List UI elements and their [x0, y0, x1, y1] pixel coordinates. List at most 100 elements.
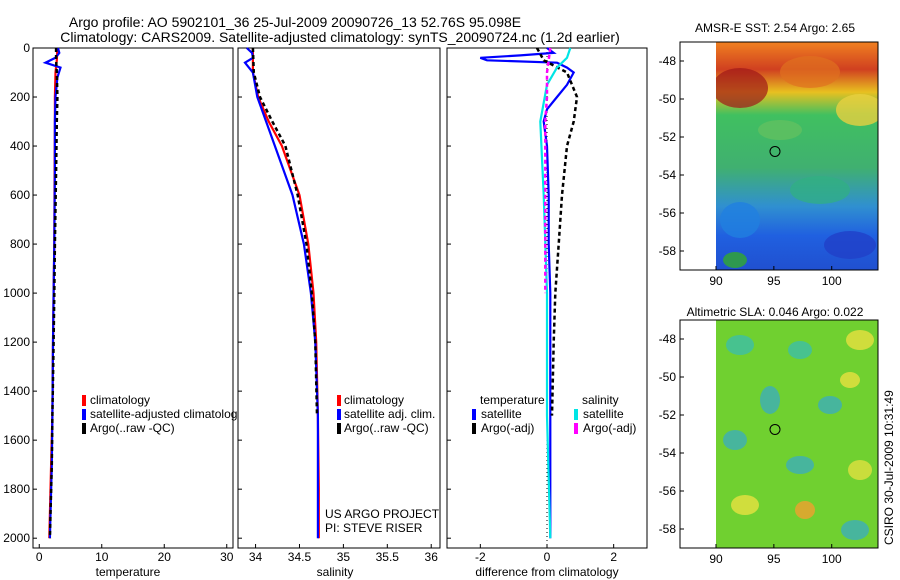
legend-title-temperature: temperature — [480, 393, 545, 407]
map-y-tick-label: -56 — [659, 484, 677, 498]
legend-label-argo: Argo(..raw -QC) — [344, 421, 429, 435]
sla-heatmap — [716, 320, 878, 548]
sst-blob — [758, 120, 802, 140]
legend-swatch-satellite — [82, 409, 86, 420]
sst-map-frame — [679, 41, 879, 271]
sst-heatmap — [716, 42, 878, 270]
legend-label-temp-satellite: satellite — [481, 407, 522, 421]
temperature-axes — [32, 47, 234, 549]
salinity-axes — [237, 47, 441, 549]
y-tick-label: 600 — [10, 188, 30, 202]
credit-stamp: CSIRO 30-Jul-2009 10:31:49 — [882, 390, 896, 545]
sla-map-frame — [679, 319, 879, 549]
figure-title-line2: Climatology: CARS2009. Satellite-adjuste… — [60, 29, 620, 45]
sst-blob — [723, 252, 747, 268]
series-line-climatology — [251, 48, 320, 539]
legend-swatch-climatology — [82, 395, 86, 406]
sst-map-title: AMSR-E SST: 2.54 Argo: 2.65 — [695, 21, 855, 35]
sla-blob — [818, 396, 842, 414]
sla-blob — [760, 386, 780, 414]
legend-label-satellite: satellite adj. clim. — [344, 407, 435, 421]
legend-label-sal-argo: Argo(-adj) — [583, 421, 636, 435]
x-tick-label: 35 — [337, 550, 351, 564]
x-tick-label: 20 — [158, 550, 172, 564]
legend-swatch-argo — [337, 423, 341, 434]
float-location-marker — [769, 145, 781, 157]
sla-blob — [723, 430, 747, 450]
map-x-tick-label: 90 — [709, 274, 723, 288]
project-note-line2: PI: STEVE RISER — [325, 521, 423, 535]
map-y-tick-label: -52 — [659, 408, 677, 422]
sst-blob — [720, 202, 760, 238]
series-line-argo-raw-qc- — [251, 47, 319, 416]
map-y-tick-label: -58 — [659, 244, 677, 258]
x-tick-label: 2 — [610, 550, 617, 564]
legend-swatch-temp-satellite — [472, 409, 476, 420]
map-y-tick-label: -54 — [659, 168, 677, 182]
map-y-tick-label: -52 — [659, 130, 677, 144]
sla-blob — [846, 330, 874, 350]
map-y-tick-label: -50 — [659, 92, 677, 106]
legend-swatch-satellite — [337, 409, 341, 420]
map-y-tick-label: -48 — [659, 332, 677, 346]
x-tick-label: 34.5 — [288, 550, 312, 564]
y-tick-label: 200 — [10, 90, 30, 104]
map-y-tick-label: -50 — [659, 370, 677, 384]
y-tick-label: 800 — [10, 237, 30, 251]
map-x-tick-label: 95 — [767, 274, 781, 288]
x-tick-label: 36 — [425, 550, 439, 564]
map-y-tick-label: -58 — [659, 522, 677, 536]
series-line-satellite-adj-clim- — [243, 47, 319, 539]
temperature-legend: climatology satellite-adjusted climatolo… — [82, 393, 237, 435]
series-line-temperature-argo-adj- — [535, 47, 579, 416]
legend-swatch-sal-argo — [574, 423, 578, 434]
map-y-tick-label: -54 — [659, 446, 677, 460]
y-tick-label: 2000 — [3, 531, 30, 545]
x-tick-label: 0 — [36, 550, 43, 564]
sst-blob — [780, 56, 840, 88]
x-tick-label: 35.5 — [376, 550, 400, 564]
y-tick-label: 1000 — [3, 286, 30, 300]
legend-swatch-sal-satellite — [574, 409, 578, 420]
sla-blob — [795, 501, 815, 519]
series-line-salinity-satellite — [539, 47, 572, 539]
y-tick-label: 1800 — [3, 482, 30, 496]
sst-blob — [716, 68, 768, 108]
legend-label-sal-satellite: satellite — [583, 407, 624, 421]
legend-swatch-temp-argo — [472, 423, 476, 434]
x-tick-label: 0 — [544, 550, 551, 564]
sla-blob — [788, 341, 812, 359]
float-location-marker — [769, 423, 781, 435]
sst-blob — [790, 176, 850, 204]
series-line-salinity-argo-adj- — [544, 47, 552, 294]
map-x-tick-label: 100 — [822, 274, 842, 288]
salinity-xlabel: salinity — [317, 565, 354, 579]
series-line-temperature-satellite — [479, 47, 576, 539]
map-x-tick-label: 95 — [767, 552, 781, 566]
legend-label-argo: Argo(..raw -QC) — [90, 421, 175, 435]
salinity-legend: climatology satellite adj. clim. Argo(..… — [337, 393, 435, 435]
temperature-xlabel: temperature — [96, 565, 161, 579]
sst-blob — [836, 94, 878, 126]
y-tick-label: 0 — [23, 41, 30, 55]
y-tick-label: 1400 — [3, 384, 30, 398]
sla-blob — [848, 460, 872, 480]
sla-blob — [841, 520, 869, 540]
difference-xlabel: difference from climatology — [475, 565, 618, 579]
map-x-tick-label: 90 — [709, 552, 723, 566]
sla-blob — [786, 456, 814, 474]
x-tick-label: 10 — [95, 550, 109, 564]
legend-label-climatology: climatology — [344, 393, 404, 407]
x-tick-label: 34 — [249, 550, 263, 564]
legend-swatch-climatology — [337, 395, 341, 406]
difference-legend: temperature satellite Argo(-adj) salinit… — [472, 393, 636, 435]
sla-blob — [840, 372, 860, 388]
y-tick-label: 1600 — [3, 433, 30, 447]
series-line-argo-raw-qc- — [48, 48, 59, 539]
legend-label-satellite: satellite-adjusted climatolog — [90, 407, 237, 421]
legend-label-temp-argo: Argo(-adj) — [481, 421, 534, 435]
y-tick-label: 400 — [10, 139, 30, 153]
map-y-tick-label: -48 — [659, 54, 677, 68]
x-tick-label: 30 — [220, 550, 234, 564]
sla-blob — [726, 335, 754, 355]
